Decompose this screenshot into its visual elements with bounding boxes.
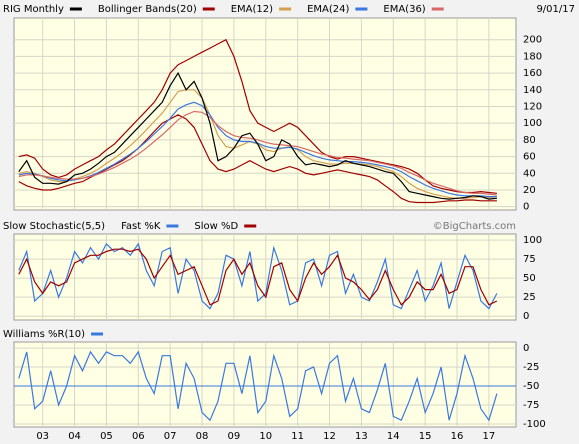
y-tick-label: 100 [523, 235, 542, 246]
y-tick-label: 160 [523, 68, 542, 79]
x-tick-label: 17 [483, 431, 496, 442]
legend-label: Fast %K [121, 221, 161, 232]
y-tick-label: 0 [523, 311, 529, 322]
y-tick-label: 200 [523, 35, 542, 46]
y-tick-label: 20 [523, 185, 536, 196]
y-tick-label: 120 [523, 101, 542, 112]
series-line [18, 110, 497, 196]
y-tick-label: 140 [523, 85, 542, 96]
x-tick-label: 10 [259, 431, 272, 442]
legend-label: RIG Monthly [3, 4, 64, 15]
x-tick-label: 06 [132, 431, 145, 442]
panel [13, 341, 517, 428]
series-line [18, 350, 498, 422]
y-tick-label: -75 [523, 400, 539, 411]
x-tick-label: 16 [451, 431, 464, 442]
legend-label: EMA(12) [231, 4, 273, 15]
legend-label: EMA(24) [307, 4, 349, 15]
x-tick-label: 07 [164, 431, 177, 442]
x-tick-label: 15 [419, 431, 432, 442]
y-tick-label: 0 [523, 343, 529, 354]
y-tick-label: -50 [523, 381, 539, 392]
series-line [18, 242, 498, 310]
series-line [18, 248, 498, 306]
x-tick-label: 08 [196, 431, 209, 442]
legend-label: Bollinger Bands(20) [98, 4, 197, 15]
y-tick-label: -100 [523, 419, 546, 430]
panel [13, 233, 517, 321]
y-tick-label: 80 [523, 135, 536, 146]
y-tick-label: 50 [523, 273, 536, 284]
x-tick-label: 09 [228, 431, 241, 442]
legend-label: Slow %D [194, 221, 238, 232]
credit: ©BigCharts.com [433, 221, 516, 232]
x-tick-label: 11 [291, 431, 304, 442]
y-tick-label: 60 [523, 152, 536, 163]
series-line [18, 71, 497, 200]
band-lower [18, 114, 497, 204]
legend-label: EMA(36) [383, 4, 425, 15]
x-tick-label: 12 [323, 431, 336, 442]
x-tick-label: 04 [68, 431, 81, 442]
y-tick-label: 180 [523, 51, 542, 62]
y-tick-label: 100 [523, 118, 542, 129]
y-tick-label: 40 [523, 168, 536, 179]
x-tick-label: 13 [355, 431, 368, 442]
panel [13, 17, 517, 211]
y-tick-label: 25 [523, 292, 536, 303]
legend-label: Williams %R(10) [3, 329, 85, 340]
y-tick-label: 75 [523, 254, 536, 265]
band-upper [18, 38, 497, 194]
chart-date: 9/01/17 [536, 4, 575, 15]
x-tick-label: 03 [36, 431, 49, 442]
y-tick-label: 0 [523, 202, 529, 213]
x-tick-label: 14 [387, 431, 400, 442]
panel-title: Slow Stochastic(5,5) [3, 221, 105, 232]
y-tick-label: -25 [523, 362, 539, 373]
x-tick-label: 05 [100, 431, 113, 442]
